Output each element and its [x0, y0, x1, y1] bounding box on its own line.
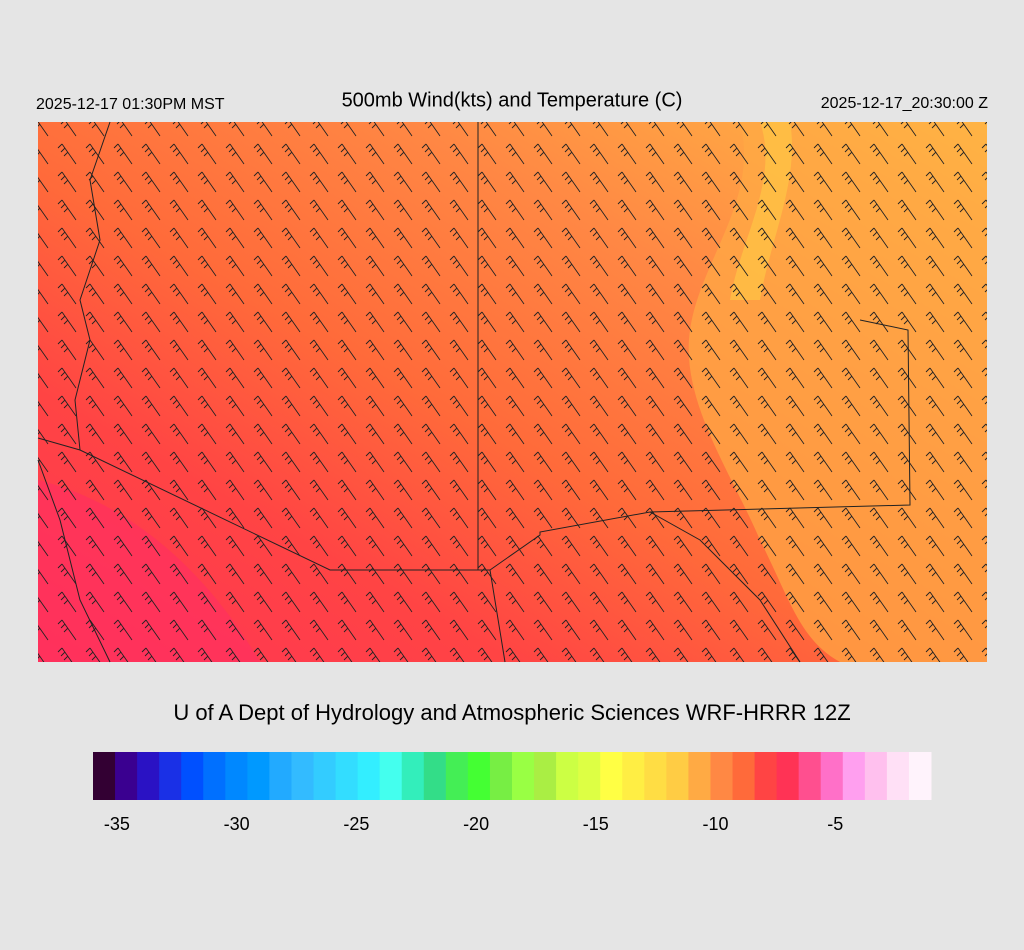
color-box	[798, 752, 822, 800]
coast	[74, 121, 111, 451]
color-box	[247, 752, 270, 800]
color-box	[886, 752, 910, 800]
color-box	[291, 752, 315, 800]
color-box	[225, 752, 248, 800]
colorbar-tick-label: -10	[703, 814, 729, 834]
credit: U of A Dept of Hydrology and Atmospheric…	[173, 700, 850, 725]
color-box	[93, 752, 116, 800]
borders	[37, 121, 911, 663]
color-box	[556, 752, 579, 800]
colorbar-tick-label: -5	[827, 814, 843, 834]
color-box	[159, 752, 182, 800]
color-box	[688, 752, 711, 800]
color-box	[467, 752, 491, 800]
state-border	[37, 437, 506, 663]
coast	[37, 459, 111, 663]
color-box	[842, 752, 866, 800]
colorbar-tick-label: -20	[463, 814, 489, 834]
color-box	[181, 752, 204, 800]
colorbar-tick-label: -15	[583, 814, 609, 834]
color-box	[666, 752, 689, 800]
color-box	[732, 752, 756, 800]
color-box	[203, 752, 226, 800]
state-border	[649, 319, 911, 513]
map-title: 500mb Wind(kts) and Temperature (C)	[342, 89, 683, 111]
local-time: 2025-12-17 01:30PM MST	[36, 96, 225, 113]
color-box	[313, 752, 337, 800]
color-box	[379, 752, 403, 800]
color-box	[578, 752, 601, 800]
color-box	[115, 752, 138, 800]
color-box	[534, 752, 557, 800]
color-box	[512, 752, 535, 800]
color-box	[820, 752, 844, 800]
color-box	[401, 752, 425, 800]
color-box	[445, 752, 469, 800]
colorbar-tick-label: -25	[343, 814, 369, 834]
color-box	[754, 752, 778, 800]
color-box	[269, 752, 292, 800]
color-box	[137, 752, 160, 800]
color-box	[710, 752, 734, 800]
map	[37, 121, 987, 663]
color-box	[864, 752, 888, 800]
color-box	[908, 752, 932, 800]
colorbar: -35 -30 -25 -20 -15 -10 -5	[93, 752, 932, 834]
wind-barbs	[38, 122, 987, 662]
colorbar-tick-label: -35	[104, 814, 130, 834]
color-box	[335, 752, 359, 800]
color-box	[423, 752, 447, 800]
color-box	[776, 752, 800, 800]
color-box	[489, 752, 513, 800]
color-box	[644, 752, 667, 800]
color-box	[357, 752, 381, 800]
colorbar-tick-label: -30	[224, 814, 250, 834]
color-box	[600, 752, 623, 800]
color-box	[622, 752, 645, 800]
utc-time: 2025-12-17_20:30:00 Z	[821, 95, 988, 112]
